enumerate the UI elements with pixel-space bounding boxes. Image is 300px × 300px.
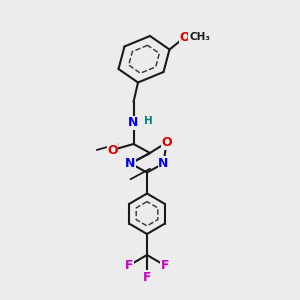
Text: H: H [143,116,152,127]
Text: N: N [158,157,169,170]
Text: CH₃: CH₃ [189,32,210,43]
Text: F: F [125,259,133,272]
Text: O: O [161,136,172,149]
Text: F: F [161,259,169,272]
Text: N: N [128,116,139,130]
Text: O: O [179,31,190,44]
Text: F: F [143,271,151,284]
Text: O: O [107,143,118,157]
Text: N: N [125,157,136,170]
